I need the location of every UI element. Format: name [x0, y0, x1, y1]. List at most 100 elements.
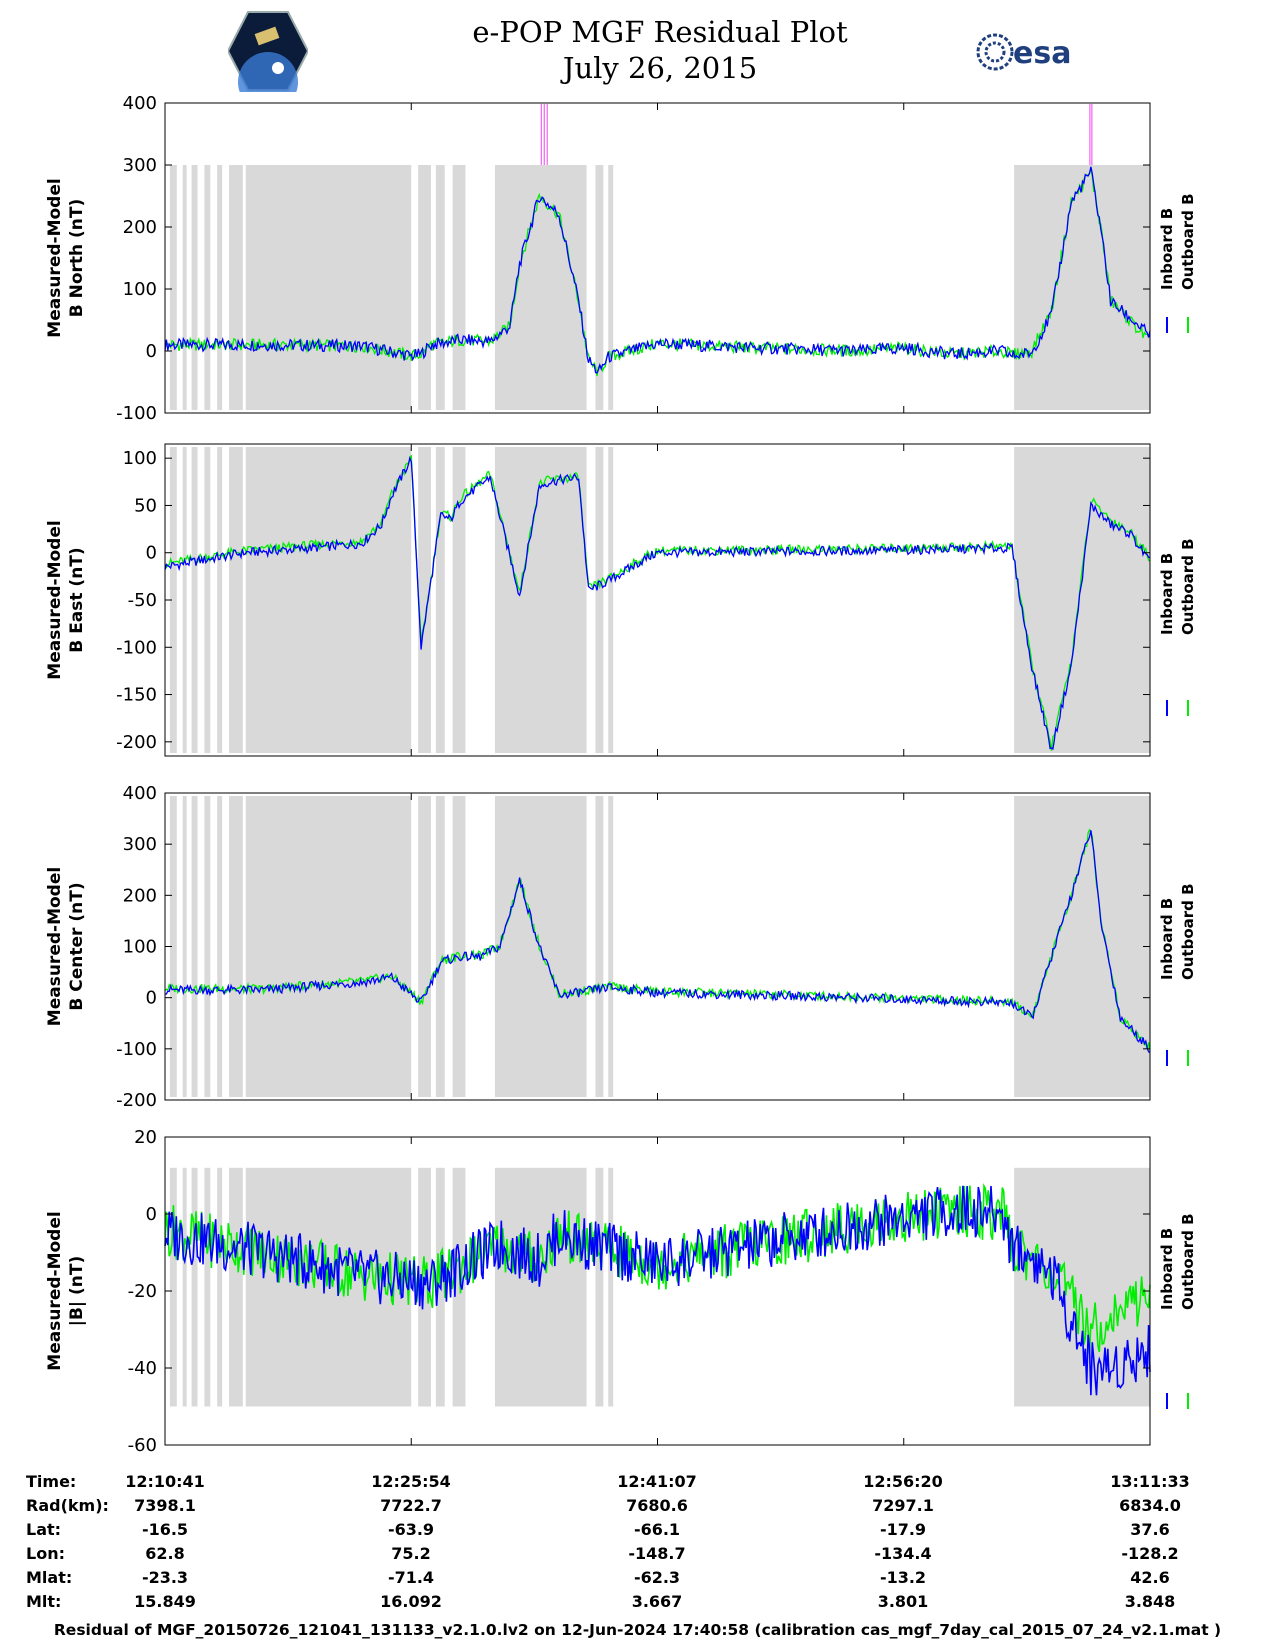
orbit-cell-3-4: -13.2 [880, 1568, 926, 1587]
y-axis-label-line: Measured-Model [45, 178, 65, 337]
esa-logo: esa [975, 30, 1095, 78]
shade-band-0-4 [217, 165, 223, 410]
orbit-cell-4-1: 6834.0 [1119, 1496, 1181, 1515]
orbit-cell-2-3: -148.7 [628, 1544, 685, 1563]
shade-band-3-6 [245, 1167, 412, 1407]
y-tick-label-2-1: 300 [123, 834, 157, 855]
y-tick-label-3-1: 0 [146, 1204, 157, 1225]
series-line-2-inboard [164, 830, 1151, 1054]
shade-band-2-2 [191, 796, 198, 1097]
shade-band-1-13 [1014, 447, 1150, 753]
shade-band-3-9 [452, 1167, 466, 1407]
y-tick-label-0-5: -100 [116, 403, 157, 424]
orbit-cell-1-5: 16.092 [380, 1592, 442, 1611]
shade-band-1-11 [595, 447, 604, 753]
orbit-cell-0-5: 15.849 [134, 1592, 196, 1611]
y-tick-label-0-0: 400 [123, 93, 157, 114]
shade-band-2-0 [169, 796, 177, 1097]
orbit-row-label-1: Rad(km): [26, 1496, 109, 1515]
shade-band-0-2 [191, 165, 198, 410]
orbit-cell-2-4: -62.3 [634, 1568, 680, 1587]
orbit-cell-3-0: 12:56:20 [863, 1472, 943, 1491]
shade-band-0-7 [418, 165, 431, 410]
shade-band-1-7 [418, 447, 431, 753]
shade-band-2-11 [595, 796, 604, 1097]
orbit-cell-1-2: -63.9 [388, 1520, 434, 1539]
date-text: July 26, 2015 [562, 51, 758, 85]
shade-band-1-6 [245, 447, 412, 753]
y-axis-label-line: Measured-Model [45, 867, 65, 1026]
orbit-row-label-5: Mlt: [26, 1592, 61, 1611]
shade-band-3-4 [217, 1167, 223, 1407]
y-axis-label-line: B Center (nT) [67, 882, 87, 1010]
y-tick-label-3-0: 20 [134, 1127, 157, 1148]
shade-band-3-13 [1014, 1167, 1150, 1407]
orbit-cell-0-0: 12:10:41 [125, 1472, 205, 1491]
orbit-cell-2-1: 7680.6 [626, 1496, 688, 1515]
y-tick-label-2-4: 0 [146, 988, 157, 1009]
shade-band-0-5 [229, 165, 243, 410]
y-axis-label-line: Measured-Model [45, 1211, 65, 1370]
y-tick-label-1-1: 50 [134, 495, 157, 516]
shade-band-3-0 [169, 1167, 177, 1407]
shade-band-0-11 [595, 165, 604, 410]
shade-band-1-12 [608, 447, 614, 753]
y-axis-label-3: Measured-Model |B| (nT) [45, 1211, 87, 1370]
shade-band-0-6 [245, 165, 412, 410]
legend-inboard-2: Inboard B [1158, 898, 1176, 980]
shade-band-3-10 [494, 1167, 587, 1407]
y-tick-label-2-2: 200 [123, 885, 157, 906]
shade-band-1-2 [191, 447, 198, 753]
shade-band-0-8 [435, 165, 445, 410]
y-axis-label-line: Measured-Model [45, 520, 65, 679]
series-line-3-inboard [164, 1185, 1151, 1396]
shade-band-3-5 [229, 1167, 243, 1407]
shade-band-3-1 [182, 1167, 187, 1407]
chart-title: e-POP MGF Residual Plot July 26, 2015 [400, 14, 920, 86]
footer-caption: Residual of MGF_20150726_121041_131133_v… [53, 1621, 1222, 1639]
orbit-cell-3-3: -134.4 [874, 1544, 931, 1563]
orbit-cell-4-3: -128.2 [1121, 1544, 1178, 1563]
orbit-cell-3-5: 3.801 [878, 1592, 929, 1611]
shade-band-2-13 [1014, 796, 1150, 1097]
legend-outboard-0: Outboard B [1179, 193, 1197, 290]
y-tick-label-0-4: 0 [146, 341, 157, 362]
shade-band-1-0 [169, 447, 177, 753]
shade-band-1-5 [229, 447, 243, 753]
legend-inboard-0: Inboard B [1158, 208, 1176, 290]
shade-band-1-8 [435, 447, 445, 753]
orbit-row-label-3: Lon: [26, 1544, 65, 1563]
orbit-row-label-4: Mlat: [26, 1568, 72, 1587]
y-tick-label-3-4: -60 [128, 1435, 157, 1456]
shade-band-0-13 [1014, 165, 1150, 410]
shade-band-3-11 [595, 1167, 604, 1407]
y-axis-label-line: B East (nT) [67, 547, 87, 652]
shade-band-2-12 [608, 796, 614, 1097]
orbit-row-label-0: Time: [26, 1472, 76, 1491]
orbit-cell-4-0: 13:11:33 [1110, 1472, 1190, 1491]
orbit-cell-2-0: 12:41:07 [617, 1472, 697, 1491]
legend-inboard-1: Inboard B [1158, 553, 1176, 635]
shade-band-1-4 [217, 447, 223, 753]
shade-band-2-4 [217, 796, 223, 1097]
orbit-cell-2-2: -66.1 [634, 1520, 680, 1539]
y-tick-label-3-2: -20 [128, 1281, 157, 1302]
orbit-cell-3-2: -17.9 [880, 1520, 926, 1539]
y-tick-label-2-5: -100 [116, 1039, 157, 1060]
orbit-row-label-2: Lat: [26, 1520, 61, 1539]
y-tick-label-3-3: -40 [128, 1358, 157, 1379]
shade-band-3-12 [608, 1167, 614, 1407]
shade-band-3-7 [418, 1167, 431, 1407]
y-tick-label-2-3: 100 [123, 937, 157, 958]
shade-band-1-3 [204, 447, 211, 753]
orbit-cell-3-1: 7297.1 [872, 1496, 934, 1515]
shade-band-2-5 [229, 796, 243, 1097]
shade-band-1-9 [452, 447, 466, 753]
legend-outboard-2: Outboard B [1179, 883, 1197, 980]
shade-band-2-3 [204, 796, 211, 1097]
orbit-cell-4-2: 37.6 [1130, 1520, 1169, 1539]
shade-band-0-1 [182, 165, 187, 410]
y-tick-label-1-3: -50 [128, 590, 157, 611]
shade-band-2-6 [245, 796, 412, 1097]
